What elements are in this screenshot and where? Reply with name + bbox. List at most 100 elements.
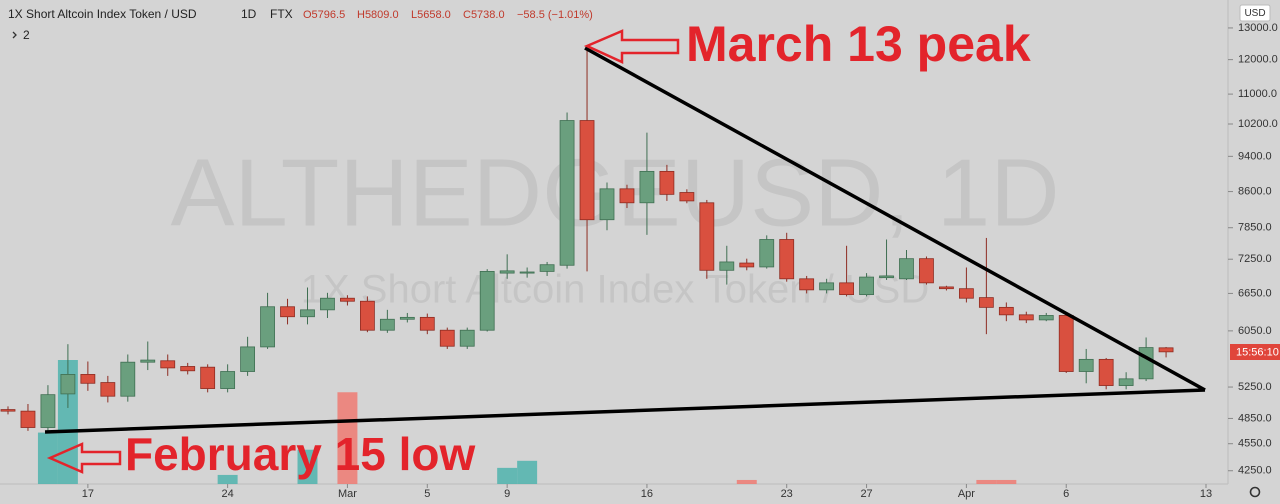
candle-body — [899, 258, 914, 280]
candle-body — [998, 306, 1014, 316]
candle-body — [559, 120, 575, 266]
candle-body — [639, 170, 655, 204]
candle-body — [519, 271, 535, 274]
y-tick-label: 9400.0 — [1238, 150, 1272, 162]
interval: 1D — [241, 7, 257, 21]
volume-bar — [337, 392, 358, 484]
currency-button[interactable] — [1239, 4, 1271, 22]
candle-body — [499, 270, 515, 274]
candle-body — [1098, 358, 1114, 386]
x-tick-label: 24 — [222, 488, 234, 500]
candle-body — [779, 239, 795, 280]
candle-body — [40, 394, 56, 428]
y-tick-label: 7850.0 — [1238, 222, 1272, 234]
volume-bar — [736, 479, 757, 484]
candle-body — [679, 192, 695, 202]
candle-body — [859, 276, 874, 296]
volume-bar — [976, 479, 997, 484]
candle-body — [1038, 315, 1054, 321]
candle-body — [619, 188, 635, 204]
candle-body — [439, 329, 455, 347]
candle-body — [659, 170, 675, 195]
volume-bar — [497, 467, 518, 484]
trend-line — [44, 388, 1206, 434]
candle-body — [320, 297, 335, 311]
candle-body — [260, 306, 275, 348]
candle-body — [419, 316, 435, 331]
arrow — [46, 442, 122, 474]
arrow — [583, 29, 680, 64]
settings-icon[interactable] — [1249, 486, 1261, 498]
symbol: 1X Short Altcoin Index Token / USD — [8, 7, 197, 21]
currency-label[interactable]: USD — [1244, 8, 1265, 19]
y-tick-label: 4250.0 — [1238, 465, 1272, 477]
watermark: ALTHEDGEUSD, 1D 1X Short Altcoin Index T… — [170, 139, 1059, 311]
candle-body — [399, 316, 415, 320]
candle-body — [919, 258, 934, 284]
y-tick-label: 13000.0 — [1238, 22, 1278, 34]
candle-body — [359, 300, 375, 331]
volume-bar — [517, 460, 538, 484]
candle-body — [379, 318, 395, 331]
annotation: March 13 peak — [686, 16, 1031, 72]
indicator-toggle[interactable] — [12, 31, 17, 39]
candle-body — [839, 282, 854, 296]
candle-body — [200, 366, 216, 389]
candle-body — [819, 282, 835, 291]
y-tick-label: 4550.0 — [1238, 438, 1272, 450]
candle-body — [160, 360, 176, 369]
x-tick-label: 6 — [1063, 488, 1069, 500]
y-tick-label: 6650.0 — [1238, 287, 1272, 299]
indicator-count[interactable]: 2 — [23, 28, 30, 42]
x-tick-label: 5 — [424, 488, 430, 500]
y-tick-label: 11000.0 — [1238, 88, 1277, 100]
trend-line — [584, 46, 1206, 392]
y-tick-label: 10200.0 — [1238, 118, 1278, 130]
candle-body — [20, 410, 36, 428]
candle-body — [60, 374, 76, 395]
y-tick-label: 8600.0 — [1238, 185, 1272, 197]
ohlc-open: O5796.5 — [303, 9, 345, 21]
candle-body — [340, 297, 355, 302]
ohlc-close: C5738.0 — [463, 9, 505, 21]
candle-body — [220, 371, 236, 389]
y-tick-label: 4850.0 — [1238, 412, 1272, 424]
y-tick-label: 12000.0 — [1238, 54, 1278, 66]
candle-body — [939, 286, 954, 290]
candle-body — [759, 239, 775, 268]
x-tick-label: 27 — [860, 488, 872, 500]
ohlc-high: H5809.0 — [357, 9, 399, 21]
candle-body — [1118, 378, 1134, 386]
y-tick-label: 5250.0 — [1238, 381, 1272, 393]
x-tick-label: 13 — [1200, 488, 1212, 500]
x-tick-label: 17 — [82, 488, 94, 500]
watermark-ticker: ALTHEDGEUSD, 1D — [170, 139, 1059, 246]
ohlc-low: L5658.0 — [411, 9, 451, 21]
y-tick-label: 7250.0 — [1238, 253, 1272, 265]
candle-body — [100, 382, 116, 397]
candle-body — [240, 346, 256, 372]
candle-body — [300, 309, 315, 318]
candle-body — [0, 409, 16, 412]
candle-body — [959, 288, 974, 299]
y-tick-label: 6050.0 — [1238, 325, 1272, 337]
candle-body — [280, 306, 295, 318]
candle-body — [699, 202, 715, 271]
candle-body — [1018, 314, 1034, 321]
candle-body — [739, 262, 755, 268]
candle-body — [1078, 358, 1094, 372]
x-tick-label: 9 — [504, 488, 510, 500]
volume-bar — [217, 474, 238, 484]
countdown-box — [1230, 344, 1280, 360]
candle-body — [80, 374, 96, 384]
watermark-description: 1X Short Altcoin Index Token / USD — [301, 268, 930, 312]
candle-body — [579, 120, 595, 221]
volume-bar — [996, 479, 1017, 484]
candle-body — [479, 271, 495, 331]
x-tick-label: Apr — [958, 488, 975, 500]
exchange: FTX — [270, 7, 293, 21]
x-tick-label: Mar — [338, 488, 357, 500]
candle-body — [1058, 315, 1074, 372]
